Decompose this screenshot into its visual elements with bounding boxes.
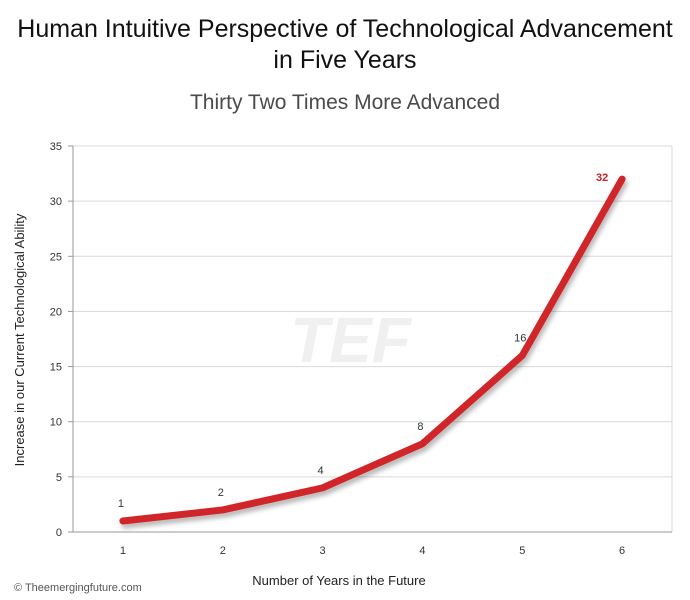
x-tick-label: 3 bbox=[320, 545, 326, 557]
data-label: 1 bbox=[118, 498, 124, 510]
data-labels: 1 2 4 8 16 32 bbox=[118, 172, 608, 510]
data-label: 2 bbox=[218, 487, 224, 499]
watermark-logo: TEF bbox=[290, 304, 413, 376]
y-tick-label: 20 bbox=[50, 306, 62, 318]
y-tick-label: 25 bbox=[50, 251, 62, 263]
x-tick-label: 4 bbox=[419, 545, 425, 557]
chart-subtitle: Thirty Two Times More Advanced bbox=[189, 91, 501, 114]
y-axis-title: Increase in our Current Technological Ab… bbox=[12, 213, 27, 466]
chart-title-line-1: Human Intuitive Perspective of Technolog… bbox=[17, 15, 673, 43]
x-tick-label: 5 bbox=[519, 545, 525, 557]
data-label: 8 bbox=[417, 421, 423, 433]
chart-title-line-2: in Five Years bbox=[273, 46, 417, 74]
y-tick-label: 10 bbox=[50, 417, 62, 429]
copyright-text: © Theemergingfuture.com bbox=[14, 582, 142, 594]
x-tick-label: 2 bbox=[220, 545, 226, 557]
y-tick-label: 0 bbox=[56, 527, 62, 539]
data-label: 4 bbox=[318, 465, 324, 477]
series-line bbox=[119, 175, 626, 525]
x-tick-label: 6 bbox=[619, 545, 625, 557]
y-tick-label: 35 bbox=[50, 141, 62, 153]
y-tick-label: 15 bbox=[50, 362, 62, 374]
y-tick-label: 30 bbox=[50, 196, 62, 208]
x-tick-label: 1 bbox=[120, 545, 126, 557]
x-axis-title: Number of Years in the Future bbox=[252, 573, 425, 588]
series-layer bbox=[119, 175, 626, 525]
data-label: 32 bbox=[596, 172, 608, 184]
gridlines bbox=[73, 145, 673, 532]
axes: 0 5 10 15 20 25 30 35 1 2 3 4 5 6 bbox=[50, 141, 672, 557]
data-label: 16 bbox=[514, 333, 526, 345]
y-tick-label: 5 bbox=[56, 472, 62, 484]
chart-title: Human Intuitive Perspective of Technolog… bbox=[0, 14, 690, 76]
